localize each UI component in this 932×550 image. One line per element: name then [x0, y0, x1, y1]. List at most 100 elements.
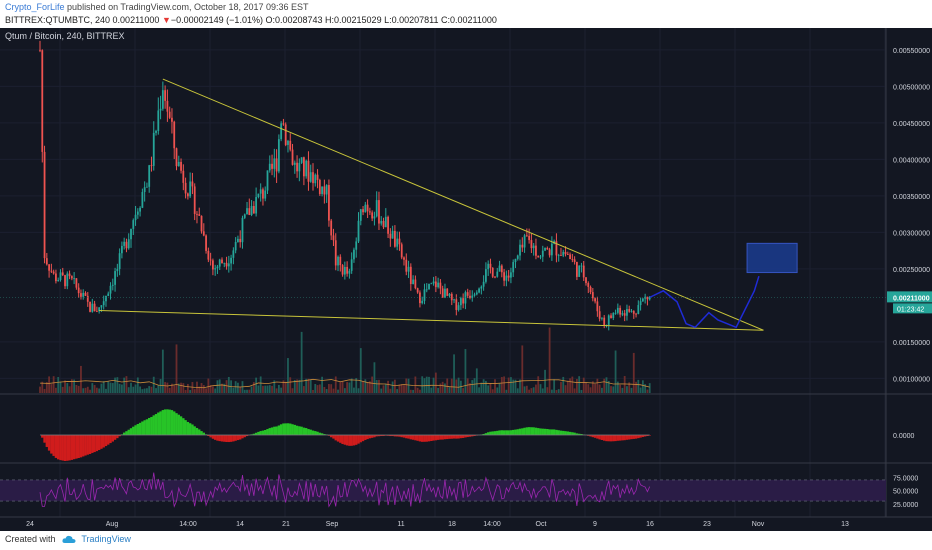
volume-bar: [614, 350, 617, 393]
candle-body: [639, 301, 642, 306]
macd-bar: [634, 435, 638, 439]
macd-bar: [184, 420, 187, 435]
volume-bar: [339, 382, 342, 393]
candle-body: [573, 259, 576, 262]
volume-bar: [610, 386, 612, 393]
volume-bar: [75, 384, 78, 393]
volume-bar: [394, 379, 396, 393]
macd-bar: [213, 435, 217, 440]
volume-bar: [641, 380, 644, 393]
time-axis: 24 Aug 14:00 14 21 Sep 11 18 14:00 Oct 9 16 23 Nov 13: [26, 521, 849, 528]
volume-bar: [57, 377, 60, 393]
volume-bar: [125, 376, 128, 393]
macd-bar: [136, 423, 140, 435]
candle-body: [400, 244, 403, 258]
macd-bar: [298, 426, 301, 435]
volume-bar: [434, 372, 437, 393]
candle-body: [582, 265, 585, 278]
macd-bar: [566, 431, 569, 435]
candle-body: [143, 187, 146, 193]
macd-bar: [352, 435, 356, 446]
candle-body: [446, 288, 449, 296]
macd-bar: [543, 428, 547, 435]
candle-body: [202, 231, 205, 236]
macd-bar: [546, 428, 549, 435]
candle-body: [266, 170, 269, 191]
candle-body: [289, 140, 292, 150]
candle-body: [491, 267, 494, 277]
macd-bar: [79, 435, 83, 458]
macd-bar: [612, 435, 615, 442]
macd-bar: [186, 421, 190, 435]
volume-bar: [41, 381, 44, 393]
macd-bar: [100, 435, 103, 449]
candle-body: [212, 260, 214, 270]
volume-bar: [607, 380, 610, 393]
volume-bar: [218, 379, 221, 393]
volume-bar: [619, 384, 622, 393]
volume-bar: [212, 386, 214, 393]
time-tick-label: 23: [703, 521, 711, 528]
candle-body: [632, 310, 635, 314]
candle-body: [601, 317, 603, 319]
time-tick-label: 9: [593, 521, 597, 528]
candle-body: [132, 220, 135, 229]
volume-bar: [223, 383, 226, 393]
candle-body: [580, 265, 583, 267]
macd-bar: [332, 435, 335, 439]
candle-body: [516, 255, 519, 259]
macd-bar: [102, 435, 105, 448]
macd-bar: [232, 435, 235, 442]
candle-body: [368, 211, 371, 213]
volume-bar: [380, 388, 383, 393]
drawing-annotations[interactable]: [0, 78, 886, 331]
candle-body: [355, 241, 358, 250]
candle-body: [537, 255, 540, 258]
candle-body: [271, 163, 273, 169]
volume-bar: [371, 376, 374, 393]
macd-bar: [177, 414, 180, 435]
macd-bar: [88, 435, 92, 454]
candle-body: [121, 245, 123, 254]
volume-bar: [375, 380, 378, 393]
volume-bar: [164, 382, 167, 393]
volume-bar: [421, 376, 424, 393]
macd-bar: [471, 435, 474, 437]
macd-bar: [382, 435, 385, 436]
volume-bar: [409, 389, 412, 393]
candle-body: [464, 292, 467, 304]
macd-bar: [268, 428, 271, 435]
macd-bar: [209, 435, 212, 438]
volume-bar: [177, 383, 180, 393]
time-tick-label: 21: [282, 521, 290, 528]
volume-bar: [80, 365, 82, 393]
candle-body: [635, 313, 637, 315]
candle-body: [127, 239, 130, 249]
macd-bar: [375, 435, 378, 437]
volume-bar: [180, 382, 182, 393]
candle-body: [118, 253, 121, 269]
macd-bar: [639, 435, 642, 438]
candle-body: [102, 301, 105, 306]
time-tick-label: Nov: [752, 521, 765, 528]
volume-bar: [250, 386, 253, 393]
countdown-label: 01:23:42: [897, 306, 924, 313]
candle-body: [478, 288, 480, 293]
candle-body: [648, 296, 651, 300]
volume-bar: [105, 388, 107, 393]
volume-bar: [262, 385, 264, 393]
tradingview-brand-link[interactable]: TradingView: [81, 534, 131, 544]
macd-bar: [505, 430, 508, 435]
down-arrow-icon: ▼: [161, 15, 171, 25]
macd-bar: [618, 435, 622, 441]
candle-body: [50, 270, 53, 272]
macd-bar: [191, 424, 194, 435]
author-link[interactable]: Crypto_ForLife: [5, 2, 65, 12]
macd-bar: [518, 428, 522, 435]
symbol-label: BITTREX:QTUMBTC, 240: [5, 15, 111, 25]
macd-bar: [239, 435, 242, 440]
volume-bar: [70, 379, 73, 393]
volume-bar: [546, 387, 549, 393]
volume-bar: [95, 387, 98, 393]
